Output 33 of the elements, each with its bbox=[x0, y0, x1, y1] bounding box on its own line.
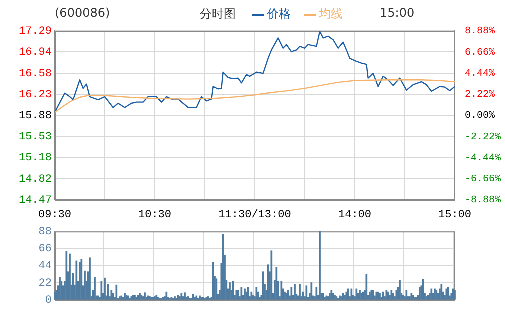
y-tick-label: 17.29 bbox=[18, 26, 52, 38]
y-tick-label: 14.47 bbox=[18, 194, 52, 207]
y2-tick-label: -2.22% bbox=[465, 132, 502, 144]
y2-tick-label: -8.88% bbox=[465, 196, 502, 207]
x-tick-label: 14:00 bbox=[338, 210, 372, 222]
y-tick-label: 15.18 bbox=[18, 152, 52, 164]
y2-tick-label: 8.88% bbox=[465, 26, 496, 38]
x-tick-label: 09:30 bbox=[38, 210, 72, 222]
chart-subtitle: 分时图 bbox=[200, 6, 236, 23]
y2-tick-label: 4.44% bbox=[465, 68, 496, 80]
x-tick-label: 11:30/13:00 bbox=[218, 210, 292, 222]
y-tick-label: 16.23 bbox=[18, 89, 52, 102]
legend-label: 均线 bbox=[319, 6, 343, 23]
y-tick-label: 66 bbox=[38, 244, 52, 256]
y-tick-label: 16.58 bbox=[18, 68, 52, 80]
legend-label: 价格 bbox=[267, 6, 291, 23]
y-tick-label: 88 bbox=[38, 226, 52, 239]
y2-tick-label: -4.44% bbox=[465, 153, 502, 164]
chart-title: (600086) bbox=[55, 6, 110, 20]
y-tick-label: 44 bbox=[38, 260, 52, 273]
y2-tick-label: 0.00% bbox=[465, 111, 496, 122]
text: 15:00 bbox=[380, 6, 415, 20]
y2-tick-label: 2.22% bbox=[465, 90, 496, 102]
y-tick-label: 15.53 bbox=[18, 131, 52, 144]
y-tick-label: 0 bbox=[45, 294, 52, 307]
x-tick-label: 15:00 bbox=[438, 210, 472, 222]
y2-tick-label: -6.66% bbox=[465, 174, 502, 186]
y-tick-label: 16.94 bbox=[18, 46, 52, 59]
y-tick-label: 22 bbox=[38, 278, 52, 290]
y-tick-label: 15.88 bbox=[18, 110, 52, 122]
x-tick-label: 10:30 bbox=[138, 210, 172, 222]
y2-tick-label: 6.66% bbox=[465, 48, 496, 59]
y-tick-label: 14.82 bbox=[18, 174, 52, 186]
